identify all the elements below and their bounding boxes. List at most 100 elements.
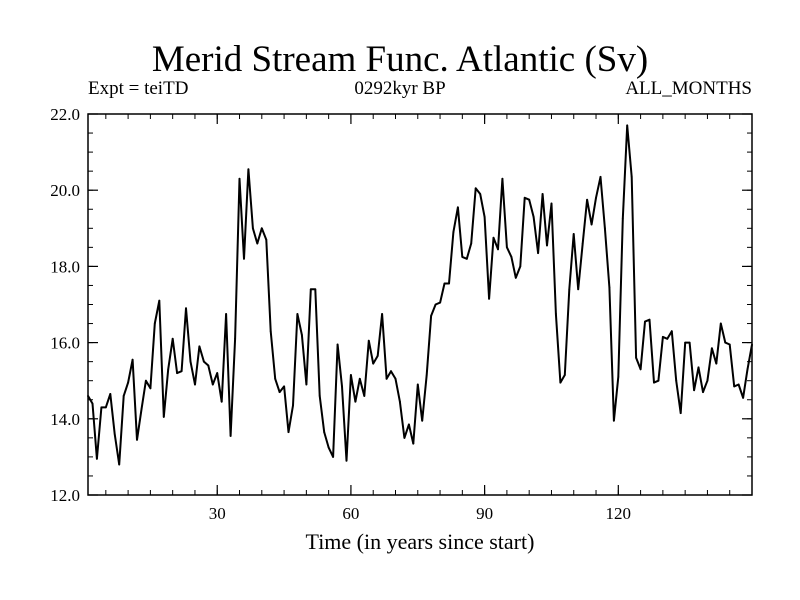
data-point: [323, 431, 326, 434]
chart-title: Merid Stream Func. Atlantic (Sv): [151, 39, 649, 80]
data-point: [127, 381, 130, 384]
data-point: [728, 343, 731, 346]
data-point: [568, 288, 571, 291]
data-point: [617, 375, 620, 378]
data-point: [412, 442, 415, 445]
data-point: [363, 395, 366, 397]
data-point: [612, 419, 615, 422]
data-point: [256, 242, 259, 245]
data-point: [269, 330, 272, 333]
data-point: [153, 322, 156, 325]
data-point: [514, 276, 517, 279]
data-point: [309, 288, 312, 291]
data-point: [425, 374, 428, 376]
data-point: [448, 282, 450, 285]
data-point: [715, 362, 718, 365]
data-point: [653, 381, 655, 384]
x-tick-label: 120: [606, 504, 632, 523]
data-point: [474, 187, 477, 190]
data-point: [278, 391, 281, 394]
y-tick-label: 12.0: [50, 486, 80, 505]
data-point: [555, 313, 557, 315]
data-point: [372, 362, 375, 365]
data-point: [122, 395, 125, 397]
data-point: [318, 395, 321, 397]
data-point: [546, 244, 548, 247]
data-point: [505, 246, 508, 249]
data-point: [590, 223, 593, 226]
data-point: [550, 202, 553, 205]
data-point: [260, 227, 263, 230]
data-point: [608, 286, 611, 289]
data-point: [345, 459, 348, 462]
data-point: [247, 168, 250, 171]
months-label: ALL_MONTHS: [625, 78, 752, 99]
data-point: [140, 408, 143, 411]
data-point: [149, 387, 152, 390]
data-point: [358, 377, 361, 380]
data-point: [225, 313, 228, 315]
data-point: [586, 198, 589, 201]
data-point: [118, 463, 121, 466]
data-point: [639, 368, 642, 371]
data-point: [327, 446, 330, 449]
data-point: [470, 242, 473, 245]
data-point: [439, 301, 441, 304]
data-point: [113, 433, 116, 435]
data-point: [216, 372, 219, 374]
data-point: [109, 393, 112, 395]
data-point: [341, 385, 343, 388]
data-point: [381, 313, 384, 315]
data-point: [559, 381, 562, 384]
y-tick-label: 16.0: [50, 334, 80, 353]
data-point: [390, 370, 392, 373]
data-point: [136, 438, 138, 441]
data-point: [751, 343, 753, 346]
data-point: [202, 360, 205, 363]
data-point: [746, 368, 749, 371]
data-point: [648, 318, 651, 321]
data-point: [430, 315, 433, 317]
data-point: [675, 379, 678, 382]
data-point: [251, 227, 254, 230]
data-point: [171, 337, 174, 340]
data-point: [104, 406, 107, 409]
data-point: [336, 343, 339, 346]
data-point: [207, 364, 210, 367]
data-point: [706, 379, 709, 382]
data-point: [100, 406, 103, 409]
data-point: [180, 370, 183, 373]
data-point: [176, 372, 179, 374]
data-point: [91, 402, 94, 405]
data-point: [332, 456, 335, 458]
data-point: [198, 345, 201, 348]
y-tick-label: 14.0: [50, 410, 80, 429]
data-point: [684, 341, 687, 344]
data-point: [532, 215, 535, 218]
period-label: 0292kyr BP: [354, 78, 446, 99]
data-point: [292, 404, 294, 407]
data-point: [96, 457, 98, 460]
data-point: [697, 366, 700, 369]
data-point: [385, 377, 388, 380]
data-point: [724, 341, 727, 344]
data-point: [488, 297, 490, 300]
data-point: [537, 252, 539, 254]
data-point: [416, 383, 419, 386]
data-point: [296, 313, 299, 315]
data-point: [483, 215, 486, 218]
data-point: [666, 337, 669, 340]
data-point: [131, 358, 134, 361]
data-point: [461, 255, 464, 258]
data-point: [733, 385, 736, 388]
data-point: [626, 124, 629, 127]
data-point: [350, 374, 352, 376]
data-point: [635, 356, 638, 359]
data-point: [265, 238, 268, 241]
experiment-label: Expt = teiTD: [88, 78, 189, 99]
data-point: [595, 196, 597, 199]
data-point: [220, 400, 223, 403]
data-point: [621, 217, 624, 220]
data-point: [274, 377, 277, 380]
data-point: [283, 385, 285, 388]
